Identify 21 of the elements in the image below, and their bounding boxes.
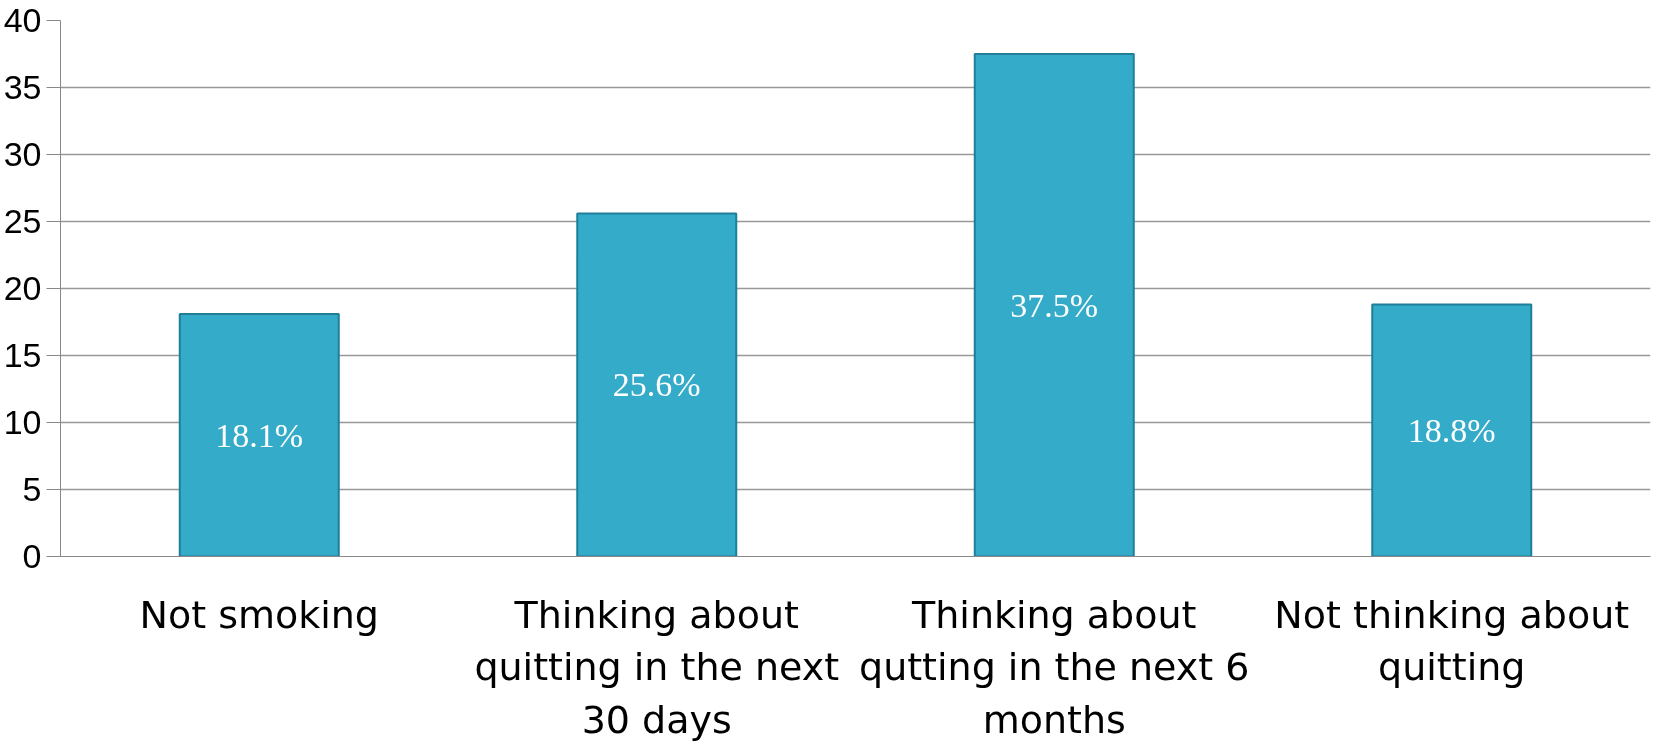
x-tick-label: Not thinking about quitting [1274, 592, 1630, 690]
x-tick-label: Thinking about qutting in the next 6 months [859, 592, 1250, 743]
bar [576, 212, 738, 557]
x-tick-label: Thinking about quitting in the next 30 days [474, 592, 840, 743]
x-tick-label: Not smoking [139, 592, 380, 637]
y-tick-label: 30 [3, 135, 42, 173]
y-tick-label: 35 [3, 68, 42, 106]
bar [178, 312, 340, 557]
y-tick-label: 40 [3, 1, 42, 39]
y-tick-label: 0 [22, 537, 42, 575]
y-tick-label: 20 [3, 269, 42, 307]
data-label: 18.8% [1407, 412, 1496, 450]
y-tick-label: 10 [3, 403, 42, 441]
bar [973, 53, 1135, 557]
y-tick-label: 15 [3, 336, 42, 374]
data-label: 25.6% [612, 366, 701, 404]
y-tick-label: 25 [3, 202, 42, 240]
bar [1371, 303, 1533, 557]
y-tick-label: 5 [22, 470, 42, 508]
data-label: 18.1% [215, 416, 304, 454]
data-label: 37.5% [1010, 286, 1099, 324]
